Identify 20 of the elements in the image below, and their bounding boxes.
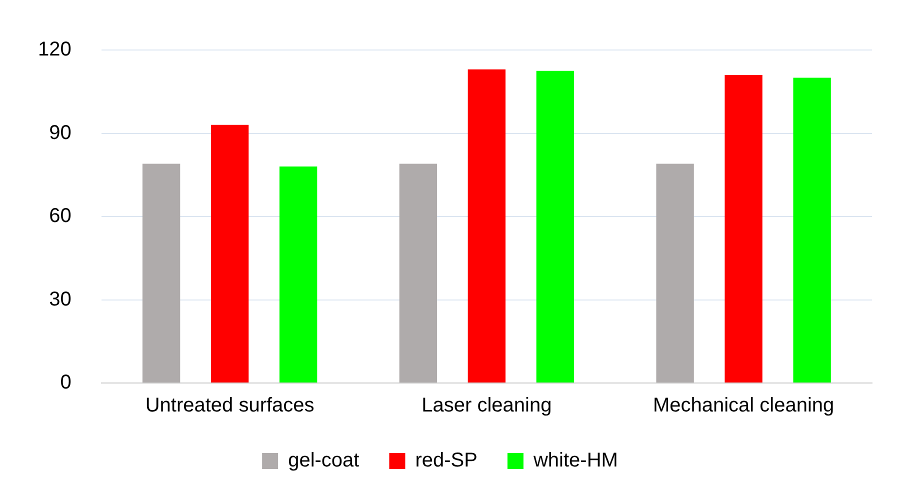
- bar: [210, 124, 249, 382]
- legend-label: white-HM: [532, 450, 618, 472]
- x-tick-label: Laser cleaning: [422, 394, 552, 417]
- bar: [724, 74, 762, 382]
- legend-label: gel-coat: [288, 450, 360, 472]
- bar: [536, 70, 574, 382]
- bar: [656, 164, 694, 382]
- y-tick-label: 120: [38, 38, 72, 61]
- y-tick-label: 0: [60, 372, 72, 394]
- bar: [279, 166, 318, 382]
- y-tick-label: 90: [49, 122, 72, 144]
- bar: [399, 164, 438, 382]
- bar: [468, 69, 506, 382]
- bar: [142, 164, 180, 382]
- x-tick-label: Untreated surfaces: [145, 394, 314, 417]
- y-tick-label: 60: [49, 205, 72, 228]
- legend-label: red-SP: [415, 450, 478, 472]
- bar: [793, 78, 831, 382]
- y-tick-label: 30: [49, 288, 72, 310]
- x-tick-label: Mechanical cleaning: [652, 394, 834, 417]
